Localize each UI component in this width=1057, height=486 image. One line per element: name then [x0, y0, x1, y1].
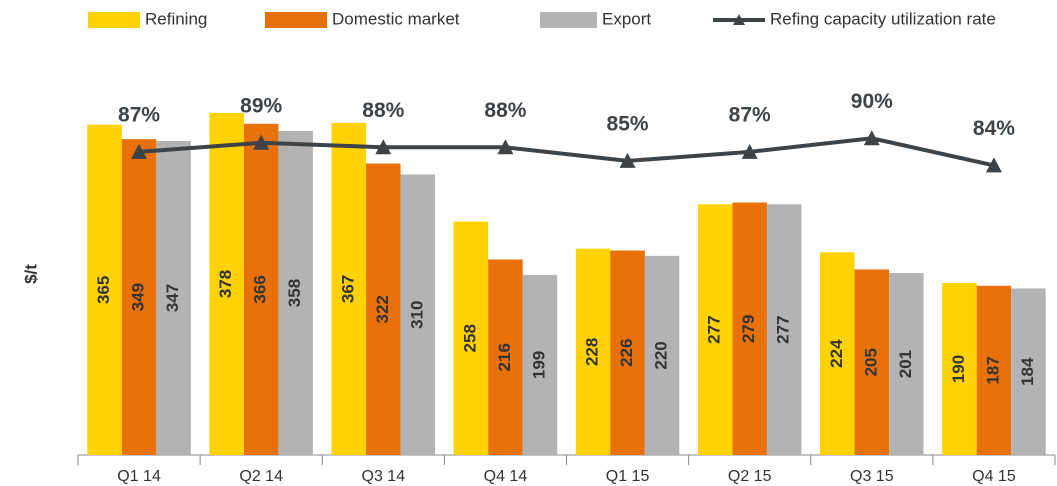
line-value-label: 84% [973, 117, 1015, 140]
x-tick-label: Q4 15 [972, 468, 1016, 485]
bar [976, 285, 1012, 455]
bar [697, 204, 733, 455]
legend-label: Domestic market [332, 9, 460, 28]
bar-value-label: 187 [983, 356, 1002, 384]
bar [453, 221, 489, 455]
bar [156, 140, 191, 455]
bar-value-label: 205 [861, 348, 880, 376]
x-tick-label: Q2 14 [239, 468, 283, 485]
bar [942, 283, 977, 455]
bar [820, 252, 855, 455]
line-marker [375, 139, 392, 155]
bar-value-label: 216 [495, 343, 514, 371]
bar-value-label: 190 [949, 355, 968, 383]
legend-swatch [265, 12, 327, 28]
line-marker [497, 139, 514, 155]
legend-label: Refing capacity utilization rate [770, 9, 996, 28]
bar [87, 124, 122, 456]
bar-value-label: 310 [407, 301, 426, 329]
line-marker [985, 157, 1002, 173]
bar-value-label: 365 [94, 276, 113, 304]
y-axis-label: $/t [21, 264, 40, 284]
bar [331, 122, 367, 456]
bar-value-label: 322 [373, 295, 392, 323]
x-tick-label: Q3 15 [850, 468, 894, 485]
bar-value-label: 366 [251, 275, 270, 303]
legend-swatch [540, 12, 597, 28]
x-tick-label: Q4 14 [484, 468, 528, 485]
bar-value-label: 226 [617, 339, 636, 367]
legend-marker [733, 14, 745, 25]
line-marker [863, 130, 880, 146]
line-marker [741, 143, 758, 159]
bar [575, 248, 611, 455]
bar [243, 123, 279, 456]
bar-value-label: 224 [827, 339, 846, 368]
bar [610, 250, 645, 455]
bar [366, 163, 401, 455]
legend-label: Refining [145, 9, 207, 28]
x-tick-label: Q1 14 [117, 468, 161, 485]
bar-value-label: 199 [529, 351, 548, 379]
line-value-label: 87% [729, 103, 771, 126]
bar-value-label: 184 [1018, 357, 1037, 386]
bar [1011, 288, 1046, 455]
bar [854, 269, 890, 455]
line [138, 136, 995, 168]
bar [278, 131, 313, 455]
line-value-label: 90% [851, 90, 893, 113]
line-value-label: 87% [118, 103, 160, 126]
bar [766, 204, 802, 455]
bar [400, 174, 436, 455]
line-marker [253, 134, 270, 150]
bar-value-label: 349 [129, 283, 148, 311]
bar-value-label: 277 [774, 315, 793, 343]
bar-value-label: 367 [338, 275, 357, 303]
bar [522, 274, 558, 455]
bar-value-label: 277 [705, 315, 724, 343]
line-marker [131, 143, 148, 159]
line-value-label: 89% [240, 94, 282, 117]
bar-value-label: 378 [216, 270, 235, 298]
bar-value-label: 220 [652, 341, 671, 369]
line-value-label: 85% [607, 112, 649, 135]
legend-label: Export [602, 9, 651, 28]
bar [732, 202, 767, 455]
bar [644, 255, 680, 455]
bar-value-label: 347 [163, 284, 182, 312]
legend-swatch [88, 12, 140, 28]
bar-value-label: 201 [896, 350, 915, 378]
bar [121, 139, 157, 455]
bar [209, 112, 244, 455]
line-value-label: 88% [484, 99, 526, 122]
bar [488, 259, 523, 455]
bar-value-label: 279 [739, 315, 758, 343]
x-tick-label: Q1 15 [606, 468, 650, 485]
x-tick-label: Q2 15 [728, 468, 772, 485]
bar-value-label: 258 [460, 324, 479, 352]
x-tick-label: Q3 14 [362, 468, 406, 485]
bar-value-label: 358 [285, 279, 304, 307]
line-marker [619, 152, 636, 168]
line-value-label: 88% [362, 99, 404, 122]
bar [889, 273, 924, 455]
bar-value-label: 228 [583, 338, 602, 366]
